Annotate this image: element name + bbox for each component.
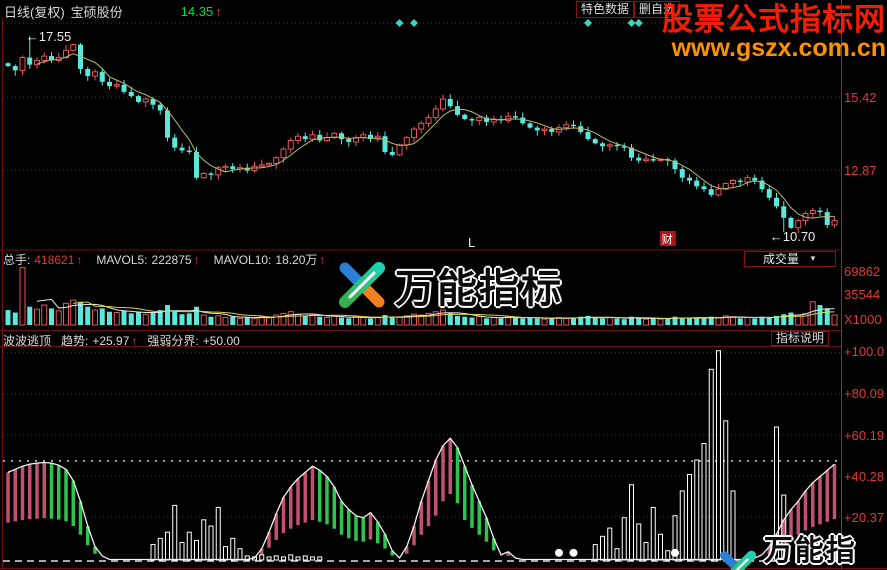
boundary-label: 强弱分界:	[147, 334, 199, 348]
chevron-down-icon: ▼	[809, 254, 817, 263]
volume-up-arrow-icon: ↑	[76, 252, 83, 267]
last-price: 14.35	[180, 4, 214, 19]
price-up-arrow-icon: ↑	[215, 4, 222, 19]
site-watermark: 股票公式指标网 www.gszx.com.cn	[662, 4, 886, 61]
brand-watermark-text: 万能指标	[763, 535, 857, 567]
svg-text:←17.55: ←17.55	[26, 29, 72, 44]
brand-watermark-bottom: 万能指标	[718, 527, 887, 570]
brand-watermark-middle: 万能指标	[337, 256, 563, 314]
volume-axis-unit-label: X1000	[844, 312, 882, 327]
period-label[interactable]: 日线(复权)	[4, 5, 65, 20]
stock-name: 宝硕股份	[70, 5, 123, 20]
brand-logo-icon	[339, 262, 385, 308]
volume-axis-label-1: 69862	[844, 264, 881, 279]
volume-axis-label-2: 35544	[844, 287, 881, 302]
svg-text:L: L	[468, 235, 475, 250]
boundary-value: +50.00	[202, 333, 240, 348]
trend-label: 趋势:	[61, 334, 89, 348]
mavol5-value: 222875	[151, 252, 192, 267]
zongshou-label: 总手:	[3, 253, 31, 267]
price-axis-label-1: 15.42	[844, 90, 877, 105]
indicator-header: 波波逃顶 趋势: +25.97 ↑ 强弱分界: +50.00	[3, 332, 240, 349]
volume-selector-label: 成交量	[763, 252, 800, 266]
indicator-axis-label-3: +60.19	[844, 428, 885, 443]
remove-favorite-button[interactable]: 删自选	[634, 1, 681, 18]
main-header: 日线(复权) 宝硕股份 14.35 ↑	[4, 2, 222, 21]
site-watermark-url: www.gszx.com.cn	[671, 33, 886, 62]
volume-indicator-selector[interactable]: 成交量 ▼	[744, 251, 836, 267]
mavol10-up-arrow-icon: ↑	[319, 252, 326, 267]
mavol10-value: 18.20万	[275, 253, 318, 267]
price-axis-label-2: 12.87	[844, 163, 877, 178]
brand-logo-icon	[719, 550, 757, 570]
mavol5-label: MAVOL5:	[96, 252, 148, 267]
indicator-axis-label-1: +100.0	[844, 344, 885, 359]
indicator-axis-label-4: +40.28	[844, 469, 885, 484]
zongshou-value: 418621	[34, 252, 75, 267]
trend-value: +25.97	[92, 333, 130, 348]
indicator-help-button[interactable]: 指标说明	[771, 331, 830, 346]
special-data-button[interactable]: 特色数据	[576, 1, 635, 18]
volume-header: 总手: 418621 ↑ MAVOL5: 222875 ↑ MAVOL10: 1…	[3, 251, 325, 268]
mavol10-label: MAVOL10:	[213, 252, 272, 267]
svg-text:←10.70: ←10.70	[770, 229, 816, 244]
brand-watermark-text: 万能指标	[395, 267, 563, 311]
trend-up-arrow-icon: ↑	[131, 333, 138, 348]
indicator-axis-label-5: +20.37	[844, 510, 885, 525]
site-watermark-title: 股票公式指标网	[662, 2, 886, 37]
indicator-name[interactable]: 波波逃顶	[3, 334, 52, 348]
mavol5-up-arrow-icon: ↑	[193, 252, 200, 267]
indicator-axis-label-2: +80.09	[844, 386, 885, 401]
svg-text:财: 财	[662, 232, 673, 246]
